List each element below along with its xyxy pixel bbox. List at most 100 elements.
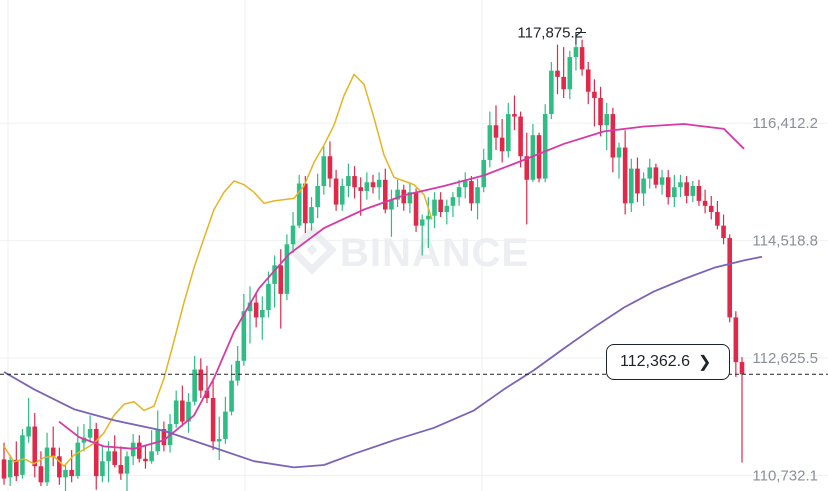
candle <box>536 132 542 183</box>
candle-body <box>309 207 314 224</box>
candle <box>432 192 437 229</box>
candle <box>702 189 708 214</box>
candle <box>561 47 566 98</box>
candle-body <box>499 137 505 152</box>
candle-body <box>518 116 523 157</box>
candle <box>456 179 462 206</box>
candle <box>155 410 161 456</box>
candle <box>327 141 333 188</box>
candle <box>50 426 56 467</box>
candle <box>20 429 25 479</box>
candle <box>210 378 216 451</box>
candle-body <box>327 156 333 179</box>
candle-body <box>278 265 284 294</box>
candle <box>1 442 7 485</box>
candle <box>229 364 234 416</box>
candle <box>659 169 665 195</box>
candle-body <box>241 311 247 361</box>
candle-body <box>708 205 714 213</box>
candle-body <box>143 458 148 462</box>
candle <box>260 296 265 340</box>
candle-body <box>456 187 462 198</box>
candle <box>616 142 622 179</box>
candle <box>137 435 142 463</box>
candle <box>143 445 148 469</box>
y-axis-labels: 116,412.2 114,518.8 112,625.5 110,732.1 <box>752 115 818 484</box>
candle-body <box>536 135 542 179</box>
candle-body <box>573 47 579 58</box>
candle <box>733 311 739 377</box>
candle <box>223 396 228 444</box>
candle <box>567 50 573 100</box>
candle-body <box>622 147 628 204</box>
candle-body <box>38 466 44 483</box>
candle-body <box>702 200 708 206</box>
candle-body <box>616 147 622 158</box>
candle <box>346 163 351 198</box>
candle-body <box>678 182 683 188</box>
candle <box>32 412 38 478</box>
candle <box>401 184 407 211</box>
candle <box>622 130 628 215</box>
candle-body <box>87 429 93 438</box>
candle <box>641 172 646 206</box>
candle <box>419 214 425 256</box>
y-axis-label: 114,518.8 <box>752 233 818 250</box>
candle <box>653 163 659 189</box>
candle-body <box>69 469 74 477</box>
candle-body <box>204 390 210 399</box>
candle <box>444 199 450 225</box>
current-price-value: 112,362.6 <box>620 353 690 370</box>
candle <box>635 157 640 203</box>
candle-body <box>364 182 370 191</box>
candle-body <box>696 185 702 201</box>
candle-body <box>81 437 87 443</box>
candle-body <box>493 125 499 138</box>
candle-body <box>426 215 431 220</box>
candle-body <box>715 212 720 226</box>
candle-body <box>585 69 591 92</box>
candle-body <box>198 369 204 391</box>
ma-mid-line <box>58 123 745 450</box>
candle <box>173 390 179 428</box>
candle <box>598 86 603 137</box>
candle-body <box>112 451 117 465</box>
candle-body <box>530 135 536 180</box>
candle <box>450 192 456 217</box>
candle-body <box>419 219 425 226</box>
candle-body <box>598 97 603 126</box>
candle-body <box>57 456 62 478</box>
ma-long-line <box>3 255 763 469</box>
candle <box>118 446 124 480</box>
candle-body <box>567 57 573 90</box>
candle <box>647 158 653 189</box>
high-marker-label: 117,875.2 <box>517 25 583 42</box>
current-price-tag[interactable]: 112,362.6 ❯ <box>606 344 730 380</box>
candle-body <box>659 177 665 185</box>
candle <box>407 182 413 214</box>
candle-body <box>512 114 517 117</box>
high-marker: 117,875.2 <box>517 25 586 45</box>
candle <box>376 172 382 200</box>
candle-body <box>235 360 240 381</box>
candle-body <box>407 192 413 204</box>
candle <box>303 176 308 234</box>
candle-body <box>253 302 259 318</box>
chevron-right-icon: ❯ <box>698 354 712 371</box>
candle-body <box>641 178 646 194</box>
candle-body <box>610 114 616 158</box>
candle-body <box>395 189 400 200</box>
y-axis-label: 112,625.5 <box>752 350 818 367</box>
candle-body <box>63 469 68 478</box>
candle <box>721 214 726 245</box>
candle-body <box>290 225 296 245</box>
candle-body <box>475 187 480 204</box>
candle-body <box>647 167 653 179</box>
candle-body <box>629 168 634 204</box>
candle-body <box>604 114 609 126</box>
candle-body <box>266 283 271 310</box>
candle <box>358 177 363 216</box>
candle-body <box>7 460 13 478</box>
